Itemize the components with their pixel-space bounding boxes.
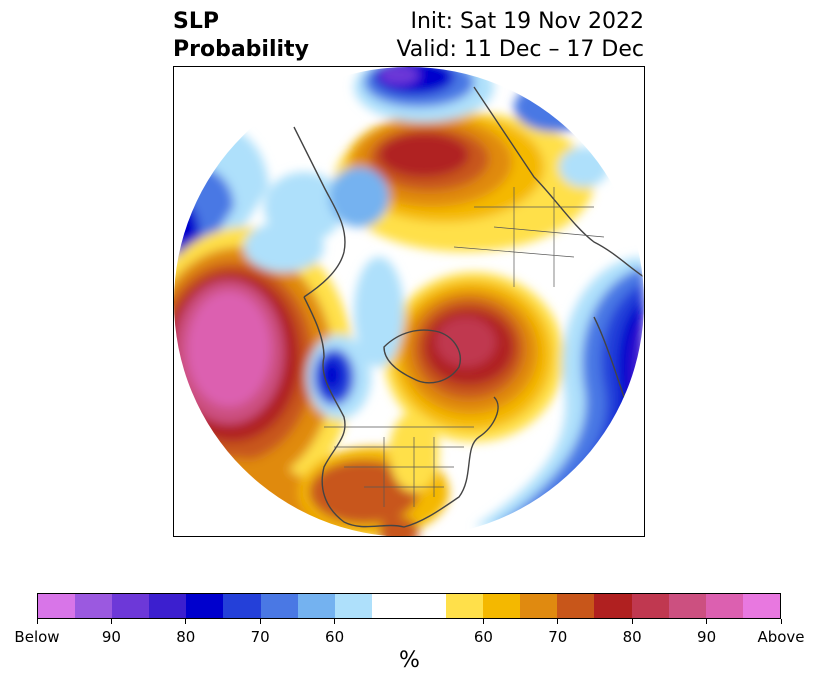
colorbar-tick-label: Below	[14, 628, 60, 646]
map-panel	[173, 66, 645, 537]
colorbar-tick	[631, 619, 633, 624]
colorbar-tick-label: 90	[697, 628, 717, 646]
colorbar-segment	[520, 594, 558, 618]
colorbar-segment	[742, 594, 780, 618]
north-america-coast	[303, 296, 499, 528]
eurasia-coast	[473, 86, 644, 278]
colorbar-tick-label: 70	[250, 628, 270, 646]
colorbar-segment	[112, 594, 150, 618]
colorbar-tick-label: 70	[548, 628, 568, 646]
alaska-coast	[293, 126, 346, 298]
colorbar-ticks: Below 90 80 70 60 60 70 80 90 Above	[14, 619, 805, 646]
colorbar-segment	[297, 594, 335, 618]
title-variable: SLP	[173, 9, 219, 34]
us-state-borders	[324, 426, 474, 507]
colorbar	[37, 593, 781, 619]
colorbar-tick	[110, 619, 112, 624]
colorbar-tick-label: Above	[757, 628, 805, 646]
title-left: SLP Probability	[173, 8, 309, 64]
colorbar-segment	[223, 594, 261, 618]
colorbar-segment	[408, 594, 447, 618]
colorbar-segment	[260, 594, 298, 618]
colorbar-segment	[557, 594, 595, 618]
greenland-coast	[383, 329, 461, 384]
colorbar-tick	[36, 619, 38, 624]
colorbar-segment	[483, 594, 521, 618]
colorbar-tick-label: 80	[176, 628, 196, 646]
colorbar-segment	[149, 594, 187, 618]
init-date: Init: Sat 19 Nov 2022	[410, 9, 644, 34]
probability-map	[174, 67, 644, 536]
colorbar-segment	[186, 594, 224, 618]
colorbar-segment	[631, 594, 669, 618]
colorbar-tick	[259, 619, 261, 624]
eurasia-borders	[453, 187, 605, 287]
colorbar-segment	[75, 594, 113, 618]
colorbar-segment	[38, 594, 76, 618]
colorbar-tick-label: 60	[473, 628, 493, 646]
colorbar-tick-label: 60	[325, 628, 345, 646]
colorbar-tick	[780, 619, 782, 624]
colorbar-segment	[334, 594, 372, 618]
colorbar-segment	[668, 594, 706, 618]
colorbar-tick-label: 90	[101, 628, 121, 646]
colorbar-tick	[706, 619, 708, 624]
colorbar-tick	[334, 619, 336, 624]
colorbar-segment	[446, 594, 484, 618]
colorbar-tick	[185, 619, 187, 624]
colorbar-tick	[557, 619, 559, 624]
colorbar-segment	[594, 594, 632, 618]
colorbar-segment	[371, 594, 409, 618]
colorbar-tick-label: 80	[622, 628, 642, 646]
valid-range: Valid: 11 Dec – 17 Dec	[396, 37, 644, 62]
title-probability: Probability	[173, 37, 309, 62]
colorbar-tick	[482, 619, 484, 624]
title-right: Init: Sat 19 Nov 2022 Valid: 11 Dec – 17…	[396, 8, 644, 64]
colorbar-unit: %	[399, 648, 420, 673]
shaded-field	[174, 67, 644, 536]
colorbar-segment	[705, 594, 743, 618]
